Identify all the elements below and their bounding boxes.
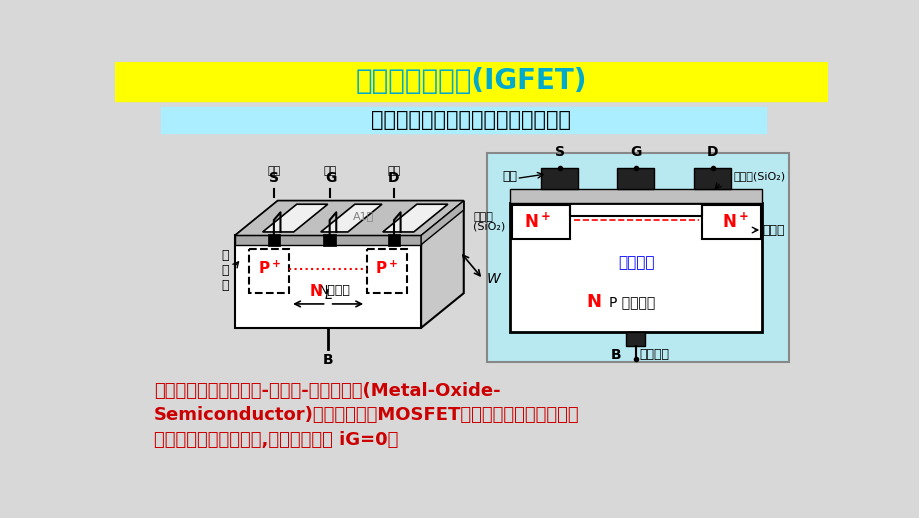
Bar: [510, 189, 761, 203]
Bar: [486, 153, 789, 363]
Text: $\mathbf{N^+}$: $\mathbf{N^+}$: [721, 212, 748, 232]
Polygon shape: [321, 204, 381, 232]
Bar: [540, 168, 578, 189]
Text: 金属: 金属: [502, 169, 517, 183]
Bar: [367, 249, 407, 293]
Text: 源极: 源极: [267, 166, 280, 176]
Bar: [510, 203, 761, 332]
Bar: [323, 234, 335, 246]
Text: 漏极: 漏极: [387, 166, 400, 176]
Text: G: G: [630, 145, 641, 159]
Text: D: D: [706, 145, 718, 159]
Text: 绝缘栅场效应管(IGFET): 绝缘栅场效应管(IGFET): [356, 67, 586, 95]
Text: B: B: [323, 353, 333, 367]
Text: 氧化层: 氧化层: [472, 212, 493, 222]
Bar: [115, 62, 827, 100]
Bar: [702, 205, 760, 239]
Text: $L$: $L$: [323, 289, 332, 303]
Text: 栅极: 栅极: [323, 166, 336, 176]
Bar: [162, 107, 766, 133]
Text: 绝缘栅场效应管的结构、类型及符号: 绝缘栅场效应管的结构、类型及符号: [371, 110, 571, 130]
Text: Semiconductor)，故又简称为MOSFET。导电沟道平行于表面。: Semiconductor)，故又简称为MOSFET。导电沟道平行于表面。: [153, 406, 579, 424]
Bar: [235, 235, 421, 244]
Bar: [388, 234, 400, 246]
Text: $\mathbf{N}$: $\mathbf{N}$: [585, 293, 601, 311]
Polygon shape: [382, 204, 448, 232]
Polygon shape: [421, 201, 463, 244]
Text: $\mathbf{N^+}$: $\mathbf{N^+}$: [523, 212, 550, 232]
Text: $\mathbf{P^+}$: $\mathbf{P^+}$: [375, 260, 398, 277]
Text: $\mathbf{P^+}$: $\mathbf{P^+}$: [257, 260, 280, 277]
Bar: [249, 249, 289, 293]
Text: 半导体: 半导体: [762, 224, 785, 237]
Text: G: G: [324, 171, 335, 185]
Text: 衬底引线: 衬底引线: [639, 348, 669, 361]
Text: A1层: A1层: [353, 211, 374, 221]
Text: 导电沟道: 导电沟道: [618, 255, 653, 270]
Text: 绝缘层(SiO₂): 绝缘层(SiO₂): [732, 171, 785, 181]
Bar: [626, 332, 644, 346]
Text: D: D: [388, 171, 400, 185]
Text: 绝缘栅场效应管由金属-氧化物-半导体构成(Metal-Oxide-: 绝缘栅场效应管由金属-氧化物-半导体构成(Metal-Oxide-: [153, 382, 500, 400]
Text: $W$: $W$: [486, 272, 502, 286]
Text: 且栅极与沟道是绝缘的,栅极电流为零 iG=0。: 且栅极与沟道是绝缘的,栅极电流为零 iG=0。: [153, 431, 398, 449]
Text: P 型硅衬底: P 型硅衬底: [608, 295, 654, 309]
Text: S: S: [554, 145, 564, 159]
Text: $\mathbf{N}$: $\mathbf{N}$: [308, 283, 322, 299]
Bar: [511, 205, 569, 239]
Polygon shape: [421, 201, 463, 328]
Text: B: B: [610, 348, 621, 362]
Text: 耗
尽
层: 耗 尽 层: [221, 249, 229, 292]
Polygon shape: [235, 201, 463, 235]
Text: N型衬底: N型衬底: [318, 284, 350, 297]
Text: (SiO₂): (SiO₂): [472, 222, 505, 232]
Polygon shape: [235, 201, 463, 235]
Text: S: S: [268, 171, 278, 185]
Bar: [267, 234, 279, 246]
Bar: [693, 168, 731, 189]
Polygon shape: [262, 204, 327, 232]
Bar: [617, 168, 653, 189]
Bar: [235, 235, 421, 328]
